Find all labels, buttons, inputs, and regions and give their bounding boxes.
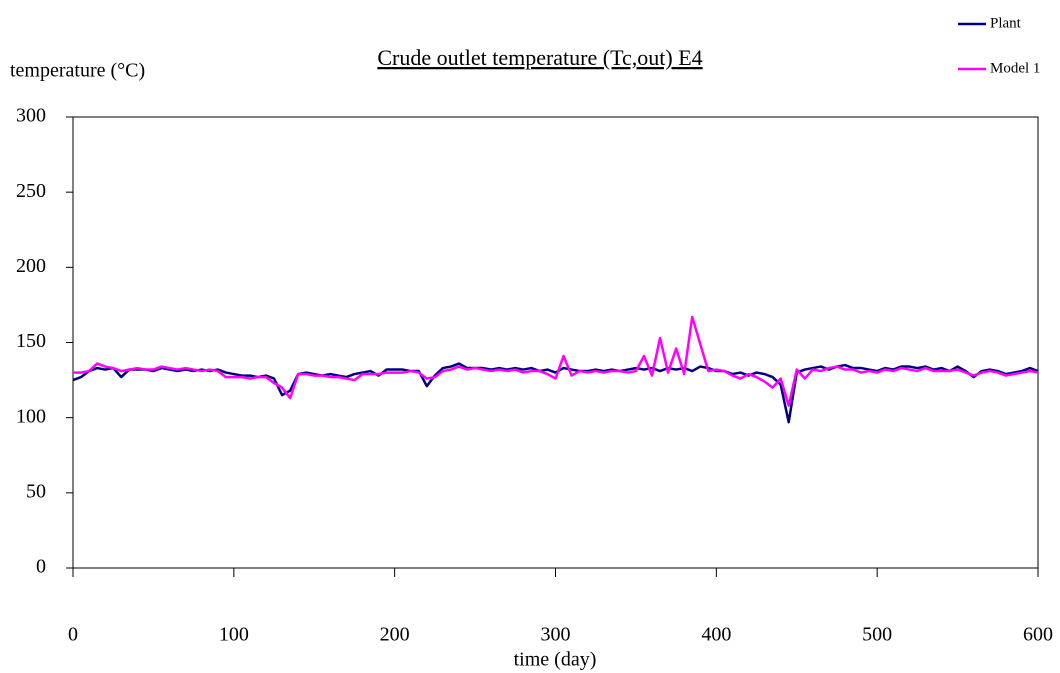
y-tick-label: 200 <box>16 255 46 277</box>
y-tick-label: 0 <box>36 556 46 578</box>
x-axis-label: time (day) <box>514 649 597 671</box>
x-tick-label: 600 <box>1023 624 1053 646</box>
series-line <box>72 362 1039 424</box>
y-tick-label: 300 <box>16 105 46 127</box>
x-tick-label: 400 <box>701 624 731 646</box>
x-tick-label: 0 <box>68 624 78 646</box>
x-tick-label: 100 <box>219 624 249 646</box>
x-tick-label: 300 <box>541 624 571 646</box>
y-tick-label: 50 <box>26 480 46 502</box>
legend-label: Model 1 <box>990 60 1040 76</box>
y-tick-label: 150 <box>16 330 46 352</box>
y-axis-label: temperature (°C) <box>10 60 145 82</box>
x-tick-label: 500 <box>862 624 892 646</box>
y-tick-label: 250 <box>16 180 46 202</box>
plot-frame <box>72 116 1039 569</box>
series-line <box>73 315 1039 407</box>
y-tick-label: 100 <box>16 405 46 427</box>
x-tick-label: 200 <box>380 624 410 646</box>
legend-label: Plant <box>990 15 1022 31</box>
chart-title: Crude outlet temperature (Tc,out) E4 <box>377 45 702 70</box>
